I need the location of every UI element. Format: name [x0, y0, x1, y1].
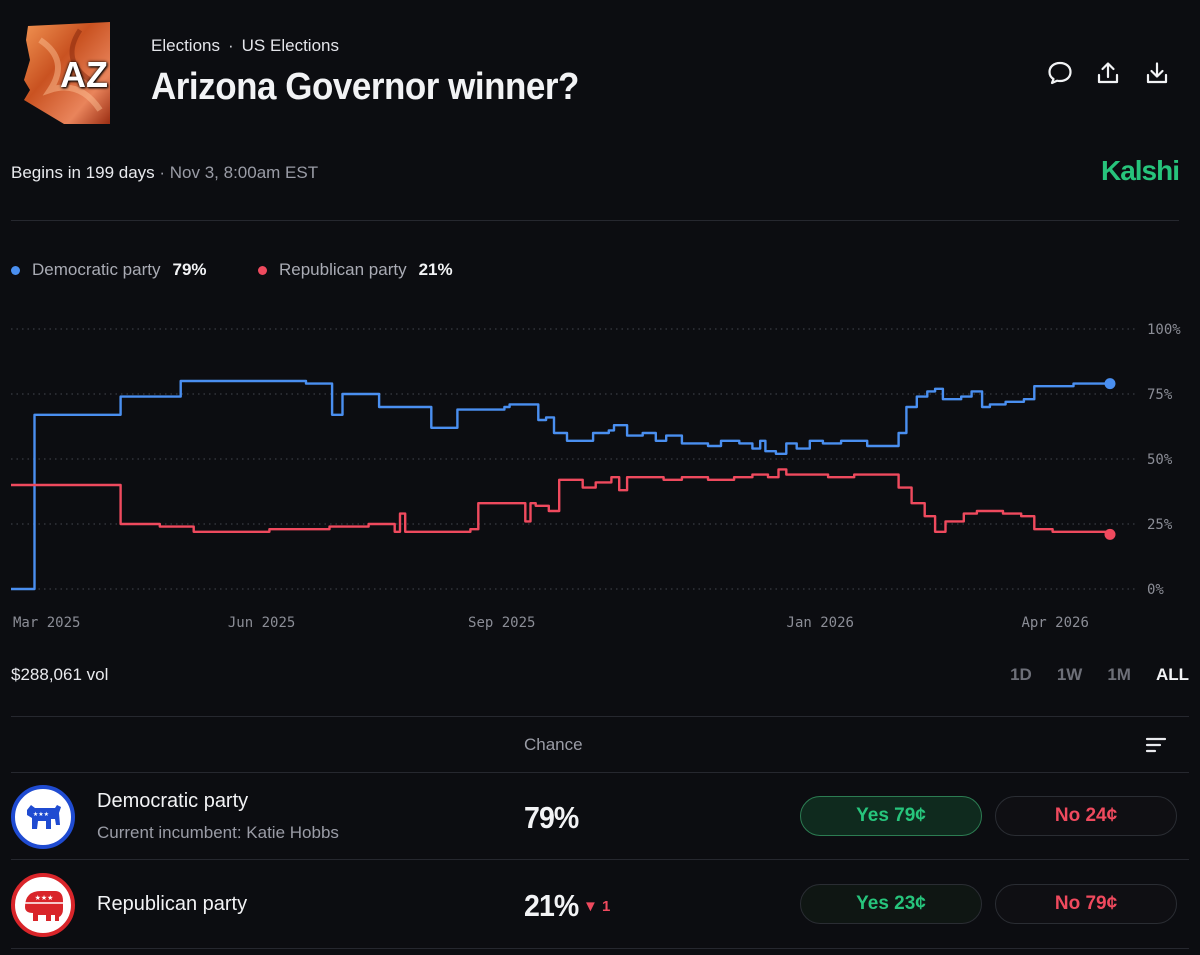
market-thumbnail: AZ	[20, 20, 112, 128]
divider	[11, 859, 1189, 860]
x-tick-label: Jun 2025	[228, 615, 295, 631]
legend-value: 21%	[418, 260, 453, 279]
comment-icon	[1048, 61, 1072, 85]
legend-republican: Republican party 21%	[258, 260, 453, 280]
divider	[11, 220, 1179, 221]
thumbnail-label: AZ	[60, 54, 108, 95]
legend-value: 79%	[172, 260, 207, 279]
download-icon	[1146, 62, 1168, 84]
share-button[interactable]	[1093, 58, 1123, 88]
outcome-name: Democratic party	[97, 790, 249, 812]
republican-endpoint-dot	[1104, 528, 1116, 540]
breadcrumb-separator: ·	[227, 36, 234, 55]
begins-date: · Nov 3, 8:00am EST	[154, 163, 319, 182]
outcome-subtitle: Current incumbent: Katie Hobbs	[97, 823, 339, 842]
republican-series-line	[11, 468, 1112, 535]
outcome-chance: 21%	[524, 888, 579, 923]
divider	[11, 772, 1189, 773]
buy-yes-button[interactable]: Yes 23¢	[800, 884, 982, 924]
market-begins: Begins in 199 days · Nov 3, 8:00am EST	[11, 163, 318, 183]
outcome-row-republican[interactable]: ★★★ Republican party 21% ▼ 1 Yes 23¢ No …	[0, 860, 1200, 948]
y-tick-label: 100%	[1147, 322, 1181, 338]
legend-label: Democratic party	[32, 260, 161, 279]
buy-no-button[interactable]: No 79¢	[995, 884, 1177, 924]
legend-dot-icon	[258, 265, 267, 275]
divider	[11, 716, 1189, 717]
breadcrumb: Elections · US Elections	[151, 36, 339, 56]
svg-text:★★★: ★★★	[33, 811, 49, 818]
sort-button[interactable]	[1144, 733, 1168, 757]
outcome-chance: 79%	[524, 800, 579, 835]
x-tick-label: Apr 2026	[1021, 615, 1088, 631]
range-1m[interactable]: 1M	[1107, 665, 1131, 684]
price-history-chart[interactable]: 100% 75% 50% 25% 0% Mar 2025 Jun 2025 Sep 2025 J…	[0, 310, 1200, 640]
page-title: Arizona Governor winner?	[151, 66, 579, 108]
outcome-name: Republican party	[97, 893, 248, 915]
comment-button[interactable]	[1045, 58, 1075, 88]
sort-icon	[1145, 737, 1167, 753]
range-1d[interactable]: 1D	[1010, 665, 1032, 684]
donkey-logo-icon: ★★★	[11, 785, 75, 849]
democratic-endpoint-dot	[1104, 378, 1116, 390]
range-all[interactable]: ALL	[1155, 665, 1189, 684]
begins-label: Begins in 199 days	[11, 163, 155, 182]
y-tick-label: 75%	[1147, 387, 1173, 403]
kalshi-logo[interactable]: Kalshi	[1100, 155, 1180, 186]
x-tick-label: Sep 2025	[468, 615, 535, 631]
y-tick-label: 0%	[1147, 582, 1164, 598]
democratic-series-line	[11, 379, 1110, 591]
legend-democratic: Democratic party 79%	[11, 260, 207, 280]
range-1w[interactable]: 1W	[1056, 665, 1083, 684]
legend-label: Republican party	[279, 260, 407, 279]
divider	[11, 948, 1189, 949]
y-tick-label: 25%	[1147, 517, 1173, 533]
elephant-logo-icon: ★★★	[11, 873, 75, 937]
legend-dot-icon	[11, 265, 20, 275]
chance-change: ▼ 1	[583, 898, 611, 915]
x-tick-label: Mar 2025	[13, 615, 80, 631]
svg-text:★★★: ★★★	[35, 894, 54, 902]
outcome-row-democratic[interactable]: ★★★ Democratic party Current incumbent: …	[0, 773, 1200, 859]
chance-column-header: Chance	[524, 735, 583, 754]
breadcrumb-elections[interactable]: Elections	[151, 36, 220, 55]
x-tick-label: Jan 2026	[787, 615, 854, 631]
breadcrumb-us-elections[interactable]: US Elections	[241, 36, 339, 55]
range-selector: 1D 1W 1M ALL	[985, 665, 1189, 685]
buy-yes-button[interactable]: Yes 79¢	[800, 796, 982, 836]
volume-label: $288,061 vol	[11, 665, 109, 684]
share-icon	[1097, 62, 1119, 84]
buy-no-button[interactable]: No 24¢	[995, 796, 1177, 836]
download-button[interactable]	[1142, 58, 1172, 88]
y-tick-label: 50%	[1147, 452, 1173, 468]
